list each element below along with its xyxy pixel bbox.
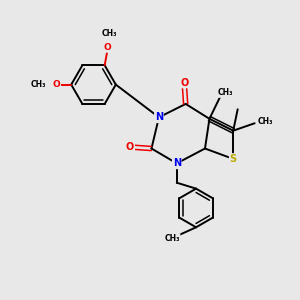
- Text: N: N: [173, 158, 181, 168]
- Text: O: O: [52, 80, 60, 89]
- Text: CH₃: CH₃: [257, 117, 273, 126]
- Text: CH₃: CH₃: [31, 80, 46, 88]
- Text: CH₃: CH₃: [218, 88, 233, 98]
- Text: O: O: [126, 142, 134, 152]
- Text: CH₃: CH₃: [101, 29, 117, 38]
- Text: O: O: [180, 77, 188, 88]
- Text: CH₃: CH₃: [164, 234, 180, 243]
- Text: O: O: [104, 43, 112, 52]
- Text: N: N: [155, 112, 163, 122]
- Text: S: S: [230, 154, 237, 164]
